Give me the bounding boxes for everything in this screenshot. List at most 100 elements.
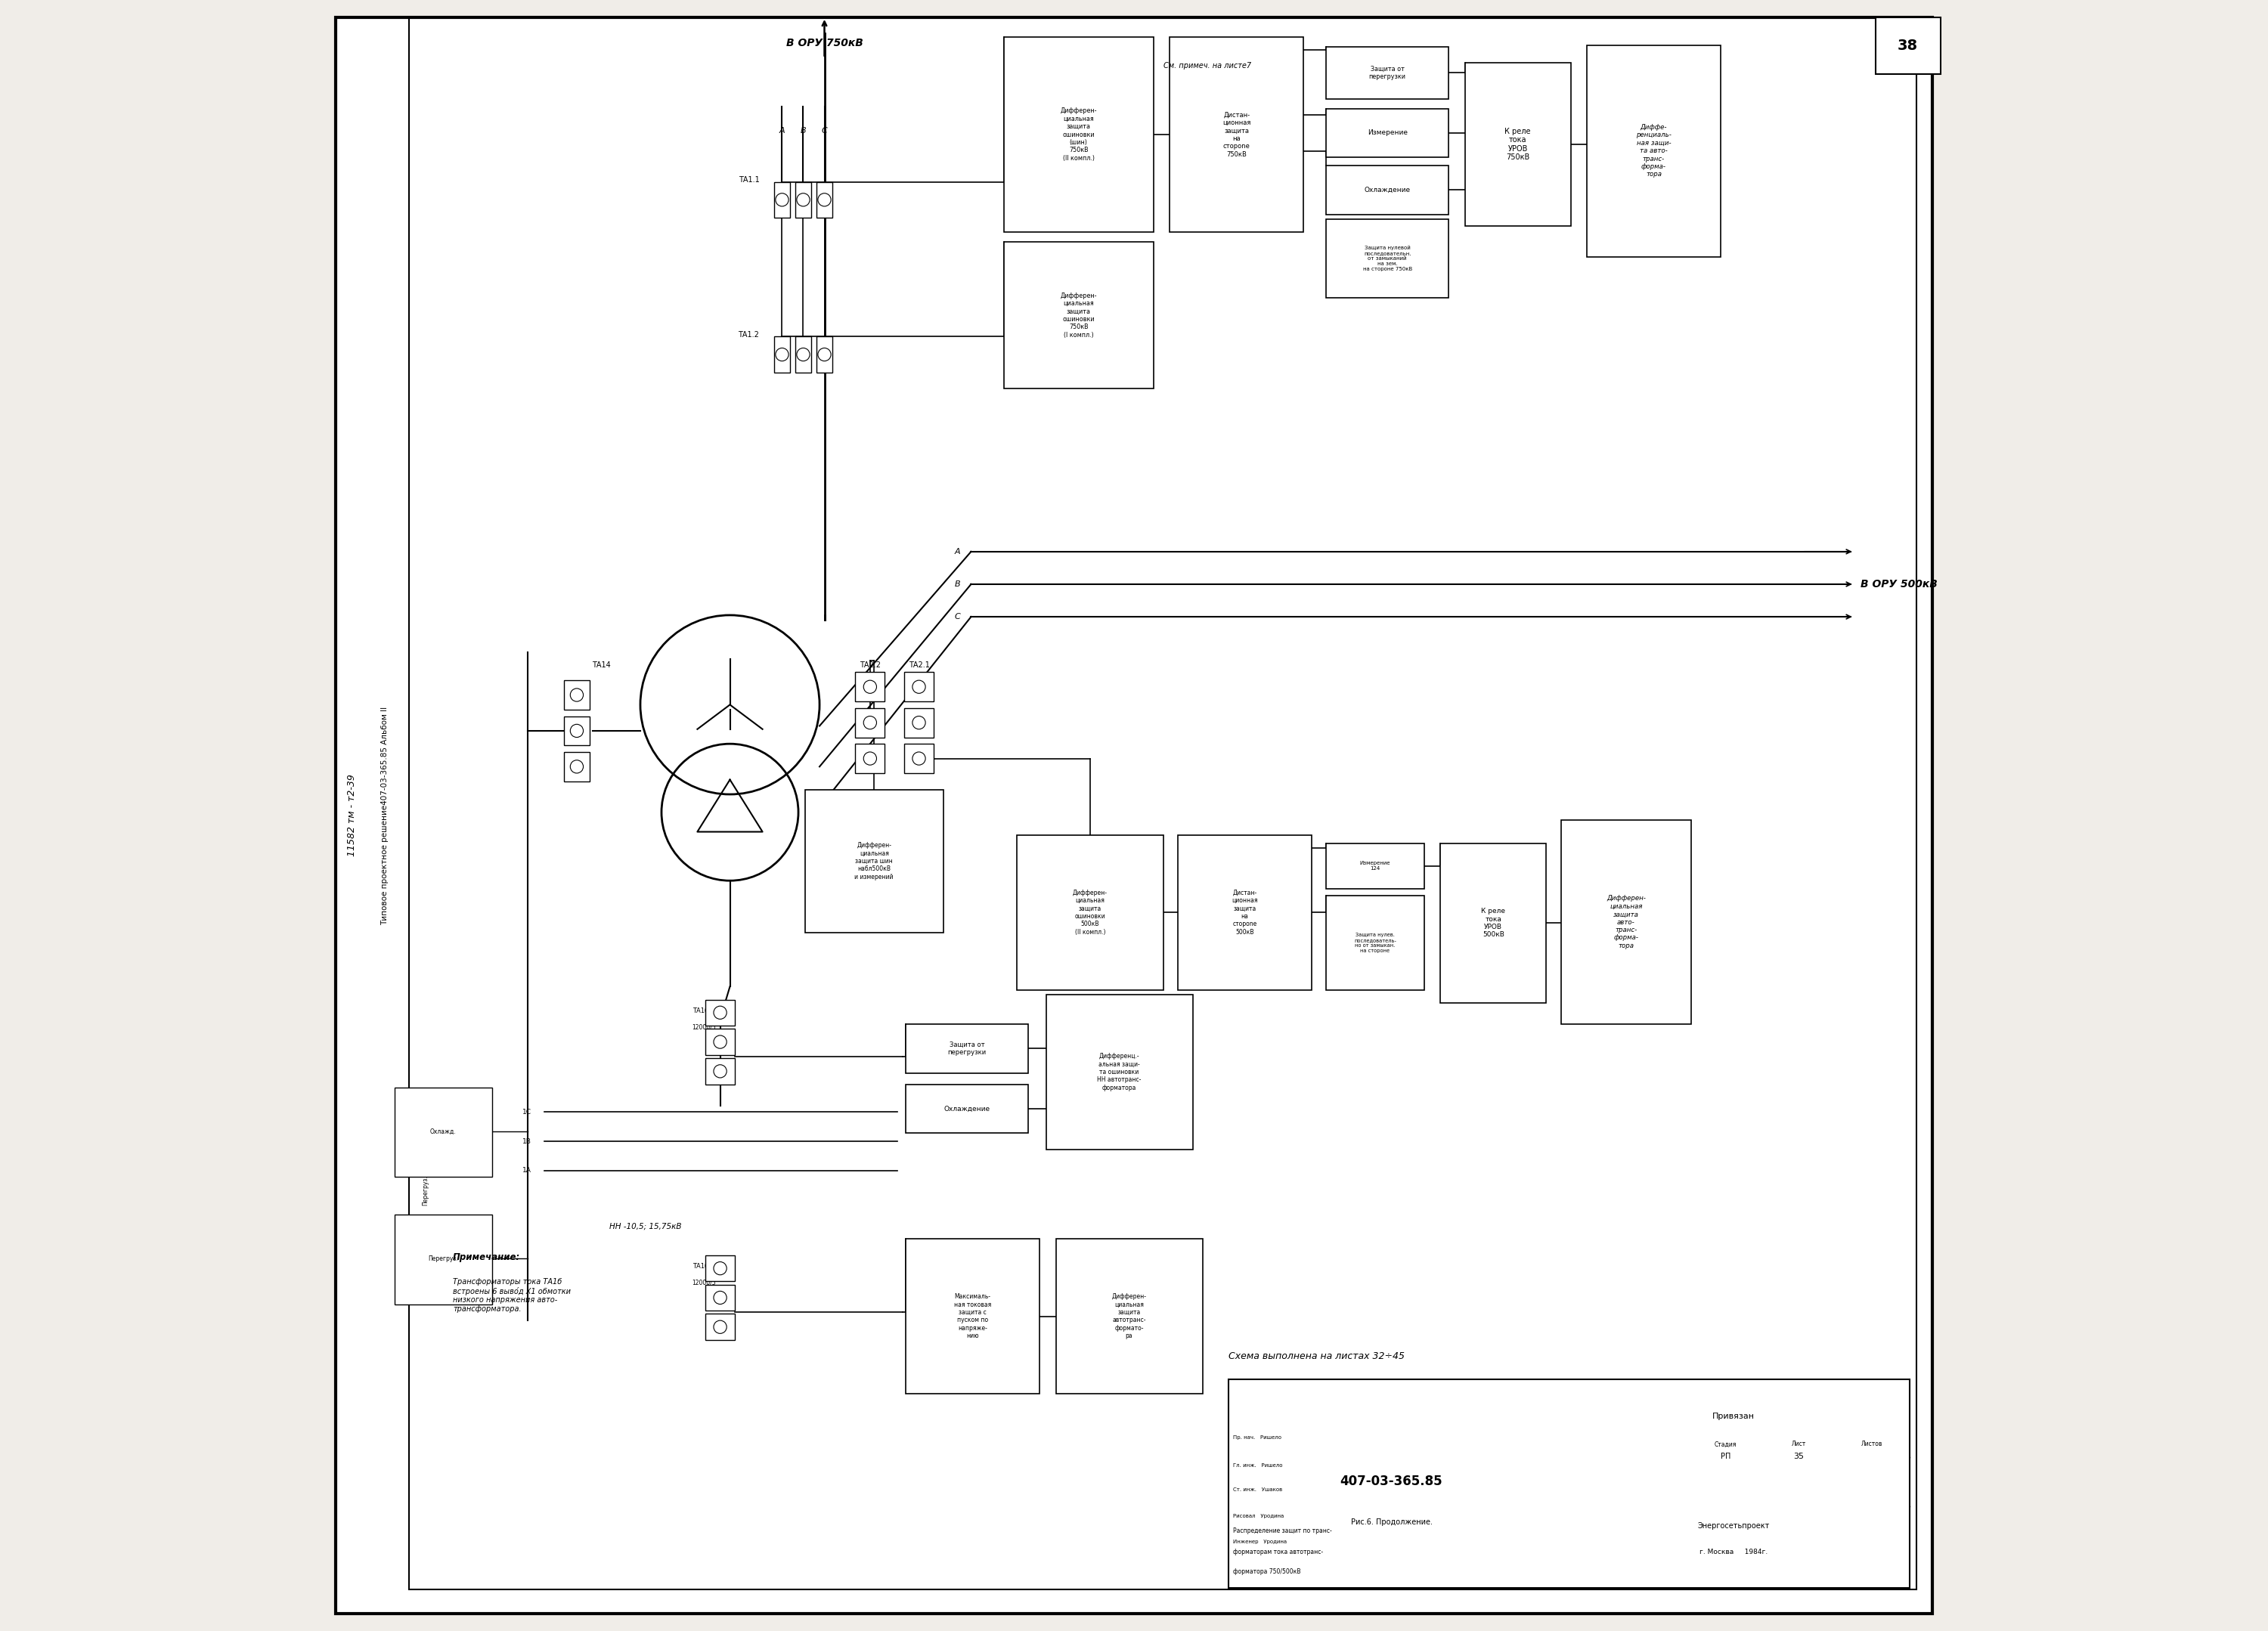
Text: Лист: Лист: [1792, 1440, 1805, 1448]
Text: Перегруз.: Перегруз.: [429, 1256, 458, 1262]
Text: ТА1.1: ТА1.1: [739, 176, 760, 184]
Text: форматорам тока автотранс-: форматорам тока автотранс-: [1234, 1548, 1325, 1556]
Text: ТА1.2: ТА1.2: [737, 331, 760, 339]
Text: Диффе-
ренциаль-
ная защи-
та авто-
транс-
форма-
тора: Диффе- ренциаль- ная защи- та авто- тран…: [1635, 124, 1672, 178]
Text: Рисовал   Уродина: Рисовал Уродина: [1234, 1514, 1284, 1518]
Text: Дифферен-
циальная
защита
ошиновки
500кВ
(II компл.): Дифферен- циальная защита ошиновки 500кВ…: [1073, 889, 1107, 936]
Bar: [705, 1029, 735, 1055]
Text: Защита нулев.
последователь-
но от замыкан.
на стороне: Защита нулев. последователь- но от замык…: [1354, 933, 1397, 953]
Bar: [1327, 166, 1449, 214]
Bar: [565, 752, 590, 781]
Bar: [1229, 1380, 1910, 1587]
Bar: [1170, 38, 1304, 232]
Text: Стадия: Стадия: [1715, 1440, 1737, 1448]
Bar: [816, 183, 832, 217]
Text: Максималь-
ная токовая
защита с
пуском по
напряже-
нию: Максималь- ная токовая защита с пуском п…: [955, 1293, 991, 1339]
Text: 35: 35: [1794, 1452, 1803, 1460]
Text: 11582 тм - т2-39: 11582 тм - т2-39: [347, 775, 356, 856]
Bar: [855, 744, 885, 773]
Text: Охлаждение: Охлаждение: [943, 1106, 991, 1112]
Bar: [905, 1085, 1027, 1134]
Text: Охлажд.: Охлажд.: [422, 1096, 429, 1122]
Text: Трансформаторы тока ТА1б
встроены 6 выво́д X1 обмотки
низкого напряжения авто-
т: Трансформаторы тока ТА1б встроены 6 выво…: [454, 1279, 572, 1313]
Text: ТА14: ТА14: [592, 661, 610, 669]
Text: ТА2.1: ТА2.1: [909, 661, 930, 669]
Text: A: A: [780, 127, 785, 135]
Bar: [1177, 835, 1311, 990]
Text: C: C: [955, 613, 962, 620]
Text: Дифферен-
циальная
защита шин
набл500кВ
и измерений: Дифферен- циальная защита шин набл500кВ …: [855, 842, 894, 881]
Text: Защита нулевой
последовательн.
от замыканий
на зем.
на стороне 750кВ: Защита нулевой последовательн. от замыка…: [1363, 245, 1413, 271]
Text: г. Москва     1984г.: г. Москва 1984г.: [1699, 1548, 1767, 1556]
Bar: [1046, 995, 1193, 1150]
Text: Листов: Листов: [1862, 1440, 1882, 1448]
Text: К реле
тока
УРОВ
750кВ: К реле тока УРОВ 750кВ: [1504, 127, 1531, 161]
Bar: [705, 1256, 735, 1282]
Text: Охлаждение: Охлаждение: [1365, 186, 1411, 194]
Text: Дистан-
ционная
защита
на
сторone
500кВ: Дистан- ционная защита на сторone 500кВ: [1232, 889, 1259, 936]
Bar: [855, 672, 885, 701]
Bar: [705, 1315, 735, 1341]
Text: См. примеч. на листе7: См. примеч. на листе7: [1163, 62, 1252, 70]
Text: 1B: 1B: [522, 1138, 531, 1145]
Text: Инженер   Уродина: Инженер Уродина: [1234, 1540, 1288, 1545]
Bar: [705, 1285, 735, 1311]
Bar: [565, 716, 590, 745]
Text: Распределение защит по транс-: Распределение защит по транс-: [1234, 1527, 1331, 1535]
Bar: [1327, 219, 1449, 297]
Text: Дифферен-
циальная
защита
ошиновки
750кВ
(I компл.): Дифферен- циальная защита ошиновки 750кВ…: [1059, 292, 1098, 339]
Bar: [1588, 46, 1721, 256]
Bar: [905, 1240, 1039, 1395]
Text: 1A: 1A: [522, 1168, 531, 1174]
Text: Привязан: Привязан: [1712, 1412, 1755, 1421]
Text: Дифферен-
циальная
защита
авто-
транс-
форма-
тора: Дифферен- циальная защита авто- транс- ф…: [1606, 895, 1647, 949]
Text: Ст. инж.   Ушаков: Ст. инж. Ушаков: [1234, 1487, 1284, 1492]
Text: В ОРУ 750кВ: В ОРУ 750кВ: [787, 38, 862, 49]
Bar: [855, 708, 885, 737]
Text: Гл. инж.   Ришело: Гл. инж. Ришело: [1234, 1463, 1284, 1468]
Text: Энергосетьпроект: Энергосетьпроект: [1696, 1522, 1769, 1530]
Bar: [1327, 47, 1449, 99]
Text: 12000/5: 12000/5: [692, 1279, 717, 1287]
Bar: [395, 1088, 492, 1178]
Bar: [796, 183, 812, 217]
Bar: [1465, 64, 1572, 225]
Text: ТА2.2: ТА2.2: [860, 661, 880, 669]
Text: B: B: [801, 127, 805, 135]
Text: Измерение
124: Измерение 124: [1361, 861, 1390, 871]
Text: Примечание:: Примечание:: [454, 1253, 519, 1262]
Text: 38: 38: [1898, 39, 1919, 54]
Bar: [1327, 895, 1424, 990]
Bar: [705, 1059, 735, 1085]
Text: Дифферен-
циальная
защита
автотранс-
формато-
ра: Дифферен- циальная защита автотранс- фор…: [1111, 1293, 1148, 1339]
Bar: [1005, 241, 1154, 388]
Bar: [1016, 835, 1163, 990]
Bar: [905, 672, 934, 701]
Bar: [1560, 820, 1692, 1024]
Text: Дистан-
ционная
защита
на
сторone
750кВ: Дистан- ционная защита на сторone 750кВ: [1222, 111, 1250, 158]
Bar: [905, 744, 934, 773]
Text: НН -10,5; 15,75кВ: НН -10,5; 15,75кВ: [610, 1223, 680, 1230]
Text: Схема выполнена на листах 32÷45: Схема выполнена на листах 32÷45: [1229, 1352, 1404, 1362]
Bar: [796, 336, 812, 372]
Bar: [705, 1000, 735, 1026]
Text: 407-03-365.85: 407-03-365.85: [1340, 1474, 1442, 1489]
Text: Рис.6. Продолжение.: Рис.6. Продолжение.: [1352, 1518, 1433, 1527]
Text: Измерение: Измерение: [1368, 129, 1408, 137]
Text: Защита от
перегрузки: Защита от перегрузки: [948, 1041, 987, 1055]
Text: B: B: [955, 581, 962, 587]
Text: Охлажд.: Охлажд.: [431, 1129, 456, 1135]
Text: См. примеч. на листе7: См. примеч. на листе7: [1077, 1006, 1159, 1013]
Bar: [1327, 109, 1449, 158]
Bar: [395, 1215, 492, 1305]
Bar: [1327, 843, 1424, 889]
Bar: [905, 708, 934, 737]
Text: C: C: [821, 127, 828, 135]
Text: ТА1б.2: ТА1б.2: [692, 1008, 714, 1014]
Text: Типовое проектное решение407-03-365.85 Альбом II: Типовое проектное решение407-03-365.85 А…: [381, 706, 388, 925]
Bar: [905, 1024, 1027, 1073]
Text: ТА1б.1: ТА1б.1: [692, 1262, 714, 1271]
Bar: [805, 789, 943, 933]
Text: Дифференц.-
альная защи-
та ошиновки
НН автотранс-
форматора: Дифференц.- альная защи- та ошиновки НН …: [1098, 1054, 1141, 1091]
Text: Дифферен-
циальная
защита
ошиновки
(шин)
750кВ
(II компл.): Дифферен- циальная защита ошиновки (шин)…: [1059, 108, 1098, 161]
